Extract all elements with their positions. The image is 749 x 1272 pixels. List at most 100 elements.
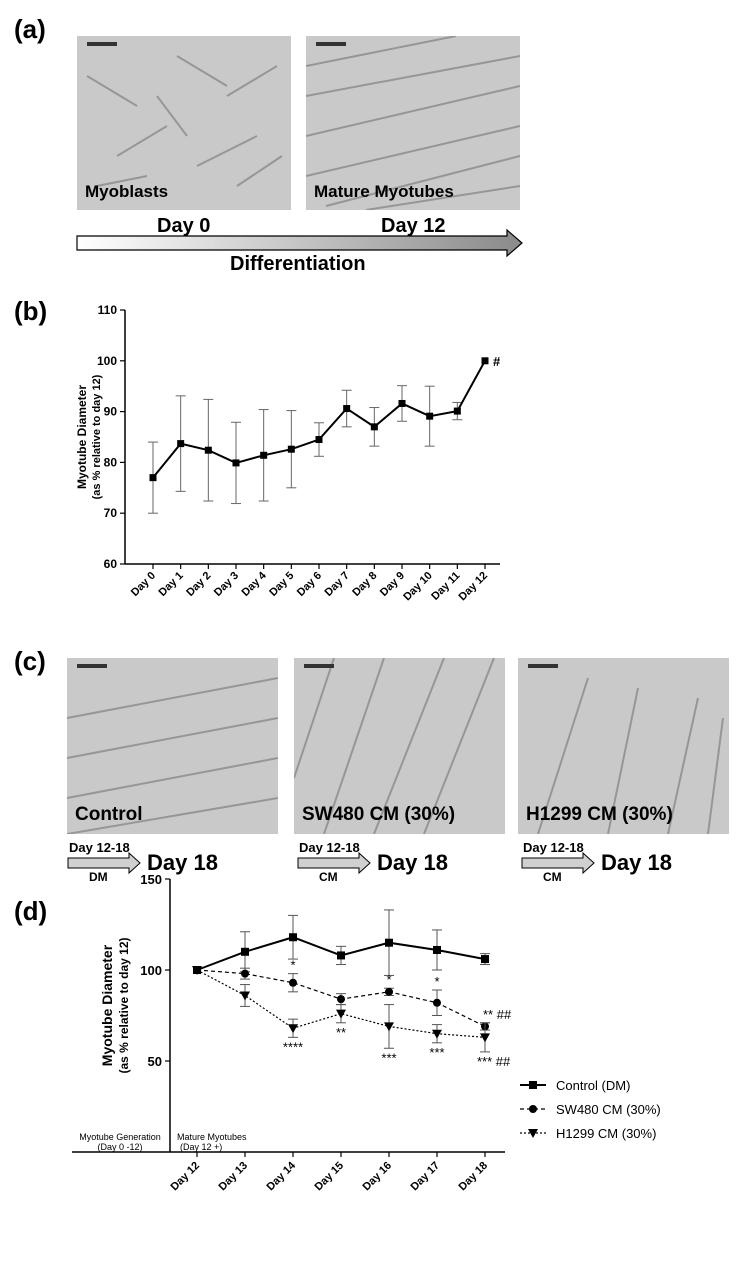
- arrow-shape: [67, 852, 141, 874]
- treatment-arrow: [297, 852, 371, 874]
- legend-marker: [529, 1105, 537, 1113]
- micrograph-h1299: H1299 CM (30%): [518, 658, 729, 834]
- treatment-arrow: [521, 852, 595, 874]
- legend-marker: [529, 1081, 537, 1089]
- data-point: [370, 423, 378, 431]
- significance-label: ** ##: [483, 1007, 512, 1022]
- x-tick-label: Day 17: [409, 1160, 443, 1194]
- micrograph-caption: Myoblasts: [85, 182, 169, 201]
- data-point: [149, 474, 157, 482]
- x-tick-label: Day 12: [457, 570, 491, 604]
- legend-marker: [528, 1129, 538, 1138]
- panel-a-label: (a): [14, 14, 46, 44]
- y-tick-label: 60: [104, 557, 118, 571]
- arrow-shape: [521, 852, 595, 874]
- y-axis-sublabel: (as % relative to day 12): [91, 374, 103, 499]
- significance-label: ***: [381, 1050, 396, 1065]
- arrow-medium-label: CM: [319, 870, 338, 884]
- micrograph-mature-myotubes: Mature Myotubes: [306, 36, 520, 210]
- data-point: [241, 969, 249, 978]
- x-tick-label: Day 6: [295, 570, 324, 599]
- micrograph-texture: [67, 677, 278, 834]
- micrograph-texture: [86, 55, 283, 187]
- scale-bar: [316, 42, 346, 46]
- arrow-period-label: Day 12-18: [523, 840, 584, 855]
- y-tick-label: 80: [104, 455, 118, 469]
- x-tick-label: Day 16: [361, 1160, 395, 1194]
- micrograph-myoblasts: Myoblasts: [77, 36, 291, 210]
- significance-label: **: [336, 1025, 346, 1040]
- day-label: Day 18: [147, 850, 218, 875]
- y-tick-label: 100: [97, 354, 117, 368]
- micrograph-control: Control: [67, 658, 278, 834]
- x-tick-label: Day 14: [265, 1159, 299, 1193]
- day-label: Day 0: [157, 215, 211, 237]
- y-tick-label: 150: [140, 872, 162, 887]
- y-axis-sublabel: (as % relative to day 12): [117, 937, 131, 1073]
- data-point: [287, 445, 295, 453]
- differentiation-arrow: [76, 228, 523, 258]
- data-point: [192, 966, 202, 975]
- data-point: [433, 945, 441, 954]
- data-point: [385, 987, 393, 996]
- x-tick-label: Day 15: [313, 1160, 347, 1194]
- significance-label: ***: [429, 1045, 444, 1060]
- data-point: [481, 357, 489, 365]
- data-point: [432, 1029, 442, 1039]
- legend-label: H1299 CM (30%): [556, 1126, 656, 1141]
- micrograph-sw480: SW480 CM (30%): [294, 658, 505, 834]
- x-tick-label: Day 3: [212, 570, 241, 599]
- scale-bar: [87, 42, 117, 46]
- arrow-shape: [297, 852, 371, 874]
- x-tick-label: Day 11: [429, 570, 462, 603]
- region-label-left-sub: (Day 0 -12): [97, 1142, 142, 1152]
- x-tick-label: Day 18: [457, 1160, 491, 1194]
- data-point: [426, 412, 434, 420]
- differentiation-label: Differentiation: [230, 253, 366, 275]
- x-tick-label: Day 7: [323, 570, 352, 599]
- x-tick-label: Day 0: [129, 570, 158, 599]
- data-point: [315, 436, 323, 444]
- y-tick-label: 50: [148, 1054, 162, 1069]
- legend-label: SW480 CM (30%): [556, 1102, 661, 1117]
- data-point: [289, 978, 297, 987]
- significance-label: *: [434, 974, 439, 989]
- arrow-medium-label: CM: [543, 870, 562, 884]
- data-point: [453, 407, 461, 415]
- x-tick-label: Day 13: [217, 1160, 251, 1194]
- panel-b-label: (b): [14, 296, 48, 326]
- data-point: [481, 955, 489, 964]
- x-tick-label: Day 5: [267, 570, 296, 599]
- region-label-right: Mature Myotubes: [177, 1132, 247, 1142]
- y-axis-label: Myotube Diameter: [99, 944, 115, 1066]
- series-line: [152, 360, 486, 479]
- data-point: [260, 451, 268, 459]
- arrow-period-label: Day 12-18: [69, 840, 130, 855]
- panel-c-label: (c): [14, 646, 46, 676]
- significance-label: ****: [283, 1039, 303, 1054]
- micrograph-caption: Mature Myotubes: [314, 182, 454, 201]
- data-point: [204, 446, 212, 454]
- micrograph-texture: [294, 658, 495, 834]
- data-point: [480, 1033, 490, 1043]
- data-point: [343, 405, 351, 413]
- scale-bar: [77, 664, 107, 668]
- y-tick-label: 100: [140, 963, 162, 978]
- region-label-left: Myotube Generation: [79, 1132, 161, 1142]
- data-point: [433, 998, 441, 1007]
- treatment-arrow: [67, 852, 141, 874]
- y-tick-label: 90: [104, 405, 118, 419]
- legend-label: Control (DM): [556, 1078, 630, 1093]
- data-point: [384, 1022, 394, 1032]
- significance-label: *** ##: [477, 1054, 511, 1069]
- data-point: [232, 459, 240, 467]
- x-tick-label: Day 8: [350, 570, 379, 599]
- micrograph-caption: Control: [75, 804, 143, 825]
- data-point: [289, 933, 297, 942]
- data-point: [398, 399, 406, 407]
- significance-label: *: [290, 958, 295, 973]
- y-axis-label: Myotube Diameter: [75, 385, 89, 489]
- day-label: Day 18: [601, 850, 672, 875]
- scale-bar: [304, 664, 334, 668]
